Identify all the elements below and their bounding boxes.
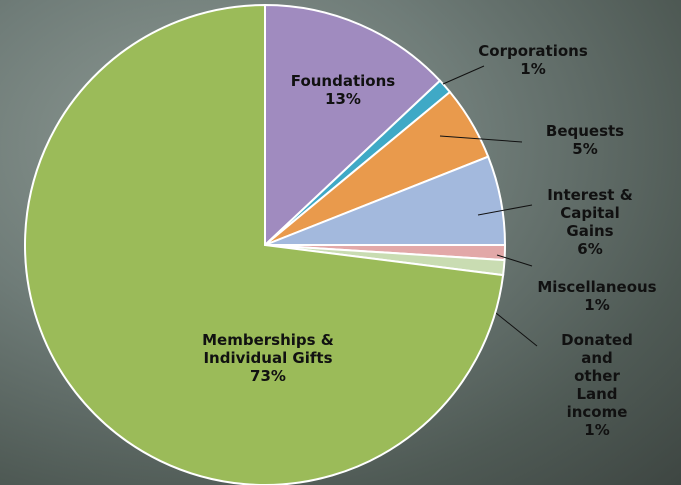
category-label: Donated and other Land income [555,331,639,421]
value-label: 73% [202,367,334,385]
value-label: 1% [478,60,588,78]
value-label: 1% [537,296,656,314]
value-label: 6% [545,240,636,258]
category-label: Foundations [291,72,395,90]
category-label: Corporations [478,42,588,60]
category-label: Miscellaneous [537,278,656,296]
category-label: Bequests [546,122,624,140]
value-label: 5% [546,140,624,158]
value-label: 1% [555,421,639,439]
value-label: 13% [291,90,395,108]
category-label: Interest & Capital Gains [545,186,636,240]
page: Foundations13%Corporations1%Bequests5%In… [0,0,681,485]
category-label: Memberships & Individual Gifts [202,331,334,367]
